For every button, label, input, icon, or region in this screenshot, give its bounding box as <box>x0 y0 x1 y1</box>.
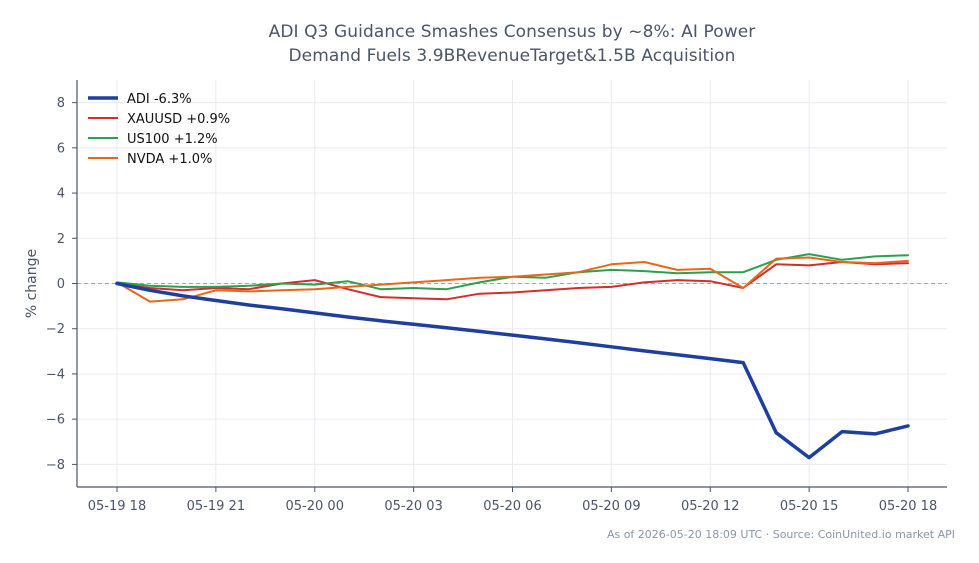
y-tick-label: −4 <box>46 367 65 382</box>
y-tick-label: −6 <box>46 413 65 428</box>
y-tick-label: 6 <box>57 141 65 156</box>
y-tick-labels: −8 −6 −4 −2 0 2 4 6 8 <box>46 96 77 473</box>
chart-title-line-2: Demand Fuels 3.9BRevenueTarget&1.5B Acqu… <box>288 46 736 66</box>
legend-label: ADI -6.3% <box>127 92 192 107</box>
x-tick-label: 05-20 18 <box>879 499 937 514</box>
x-tick-label: 05-20 03 <box>384 499 442 514</box>
legend-label: US100 +1.2% <box>127 132 218 147</box>
y-tick-label: 2 <box>57 232 65 247</box>
y-tick-label: −2 <box>46 322 65 337</box>
legend-label: XAUUSD +0.9% <box>127 112 230 127</box>
y-axis-label: % change <box>24 249 40 318</box>
series-line-xauusd <box>116 261 909 301</box>
series-line-nvda <box>116 256 909 303</box>
source-footer: As of 2026-05-20 18:09 UTC · Source: Coi… <box>606 528 955 541</box>
x-tick-label: 05-19 18 <box>88 499 146 514</box>
x-tick-label: 05-20 15 <box>780 499 838 514</box>
series-lines <box>115 253 910 460</box>
y-tick-label: 0 <box>57 277 65 292</box>
chart-title: ADI Q3 Guidance Smashes Consensus by ~8%… <box>0 20 979 68</box>
y-tick-label: 8 <box>57 96 65 111</box>
y-tick-label: −8 <box>46 458 65 473</box>
grid-lines <box>77 80 947 487</box>
x-tick-label: 05-20 00 <box>286 499 344 514</box>
x-tick-label: 05-19 21 <box>187 499 245 514</box>
x-tick-labels: 05-19 18 05-19 21 05-20 00 05-20 03 05-20 06… <box>88 487 937 514</box>
x-tick-label: 05-20 09 <box>582 499 640 514</box>
legend: ADI -6.3% XAUUSD +0.9% US100 +1.2% NVDA +1.… <box>88 92 230 167</box>
series-line-adi <box>115 281 910 460</box>
legend-label: NVDA +1.0% <box>127 152 212 167</box>
y-tick-label: 4 <box>57 187 65 202</box>
x-tick-label: 05-20 12 <box>681 499 739 514</box>
chart-title-line-1: ADI Q3 Guidance Smashes Consensus by ~8%… <box>268 22 756 42</box>
x-tick-label: 05-20 06 <box>483 499 541 514</box>
